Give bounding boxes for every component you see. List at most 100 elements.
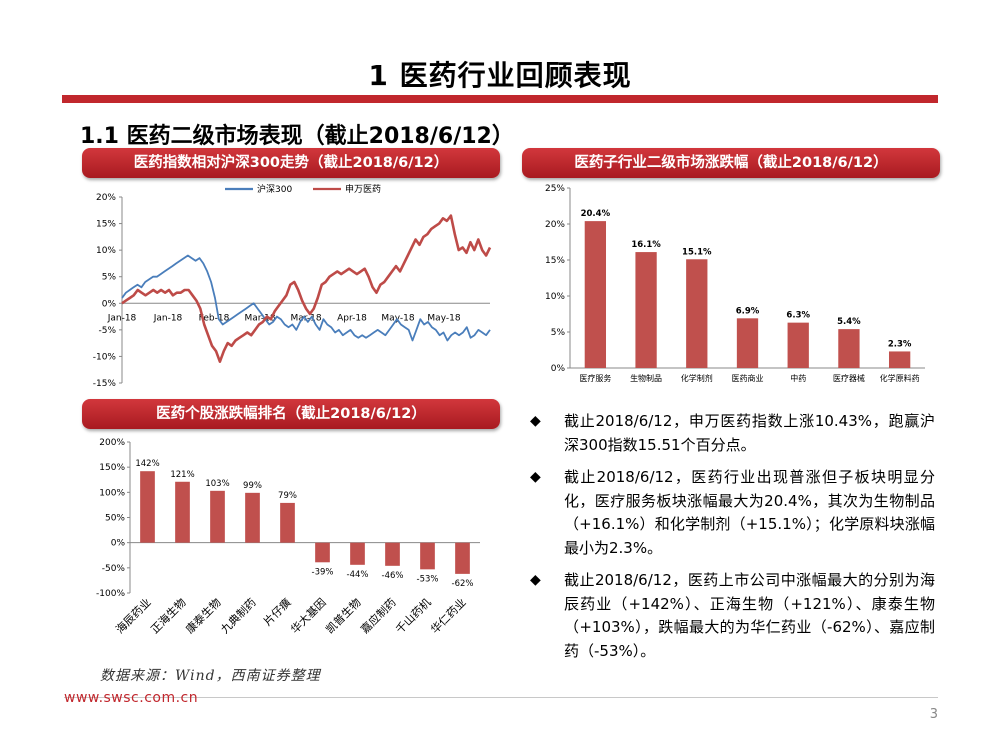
data-label: 99% <box>243 481 262 491</box>
y-tick-label: 15% <box>96 220 116 230</box>
y-tick-label: 50% <box>105 514 125 524</box>
bar <box>686 259 708 368</box>
data-label: 20.4% <box>581 209 611 219</box>
x-tick-label: 化学原料药 <box>880 373 920 383</box>
bar <box>888 351 911 368</box>
y-tick-label: 0% <box>102 299 117 309</box>
data-label: -53% <box>417 574 439 584</box>
x-tick-label: 生物制品 <box>630 373 662 383</box>
diamond-bullet-icon: ◆ <box>530 413 541 429</box>
x-tick-label: 九典制药 <box>218 595 259 636</box>
bullet-item: ◆ 截止2018/6/12，申万医药指数上涨10.43%，跑赢沪深300指数15… <box>530 410 935 457</box>
bullet-list: ◆ 截止2018/6/12，申万医药指数上涨10.43%，跑赢沪深300指数15… <box>530 410 935 672</box>
stock-bar-chart: 200% 150% 100% 50% 0% -50% -100% 142% 海辰药业 121% 正海… <box>96 438 480 636</box>
bar <box>350 542 365 565</box>
data-label: 103% <box>205 479 229 489</box>
bullet-text: 截止2018/6/12，医药行业出现普涨但子板块明显分化，医疗服务板块涨幅最大为… <box>564 468 935 557</box>
y-tick-label: -10% <box>93 352 117 362</box>
x-tick-label: 中药 <box>790 373 806 383</box>
x-tick-label: 正海生物 <box>148 595 189 636</box>
bar <box>838 329 860 368</box>
x-tick-label: Jan-18 <box>153 313 183 323</box>
diamond-bullet-icon: ◆ <box>530 572 541 588</box>
data-label: 142% <box>135 459 159 469</box>
x-tick-label: 康泰生物 <box>183 595 224 636</box>
x-tick-label: 医药商业 <box>732 373 764 383</box>
bar <box>385 542 400 566</box>
x-tick-label: 华大基因 <box>288 595 329 636</box>
y-tick-label: 10% <box>545 292 565 302</box>
x-tick-label: 片仔癀 <box>260 595 293 628</box>
bullet-item: ◆ 截止2018/6/12，医药上市公司中涨幅最大的分别为海辰药业（+142%）… <box>530 569 935 663</box>
x-tick-label: Feb-18 <box>199 313 230 323</box>
stock-chart-header: 医药个股涨跌幅排名（截止2018/6/12） <box>82 399 500 429</box>
bar <box>175 481 190 543</box>
x-tick-label: 千山药机 <box>393 595 434 636</box>
series-line-sw-pharma <box>121 214 492 363</box>
data-label: 15.1% <box>682 247 712 257</box>
y-tick-label: 25% <box>545 184 565 194</box>
y-tick-label: 20% <box>96 193 116 203</box>
bar <box>140 471 155 543</box>
y-tick-label: 5% <box>551 328 566 338</box>
y-tick-label: 0% <box>111 539 126 549</box>
x-tick-label: 凯普生物 <box>323 595 364 636</box>
series-line-hs300 <box>121 254 491 342</box>
bar <box>787 322 809 368</box>
x-tick-label: Apr-18 <box>337 313 367 323</box>
bar <box>736 318 759 368</box>
page-title: 1 医药行业回顾表现 <box>368 59 632 92</box>
y-tick-label: 100% <box>99 488 125 498</box>
x-tick-label: 化学制剂 <box>681 373 713 383</box>
sub-industry-bar-chart: 25% 20% 15% 10% 5% 0% 20.4% 医疗服务 16.1% 生物制品 15.1% 化… <box>545 184 925 383</box>
data-source: 数据来源：Wind，西南证券整理 <box>100 668 321 684</box>
legend-label: 申万医药 <box>345 183 381 195</box>
sub-industry-chart-header: 医药子行业二级市场涨跌幅（截止2018/6/12） <box>522 148 940 178</box>
data-label: -62% <box>452 579 474 589</box>
section-subtitle: 1.1 医药二级市场表现（截止2018/6/12） <box>80 124 514 149</box>
y-tick-label: -100% <box>96 589 125 599</box>
footer-divider <box>64 697 938 698</box>
bar <box>420 542 435 570</box>
bar <box>315 542 330 563</box>
x-tick-label: Jan-18 <box>107 313 137 323</box>
bullet-text: 截止2018/6/12，医药上市公司中涨幅最大的分别为海辰药业（+142%）、正… <box>564 571 935 660</box>
y-tick-label: -15% <box>93 379 117 389</box>
data-label: 121% <box>170 470 194 480</box>
x-tick-label: 华仁药业 <box>428 595 469 636</box>
y-tick-label: 20% <box>545 220 565 230</box>
data-label: -46% <box>382 571 404 581</box>
diamond-bullet-icon: ◆ <box>530 469 541 485</box>
line-chart: 20% 15% 10% 5% 0% -5% -10% -15% Jan-18 Jan-18 Feb-… <box>93 183 492 389</box>
bar <box>210 490 225 543</box>
data-label: -39% <box>312 567 334 577</box>
x-tick-label: May-18 <box>427 313 460 323</box>
data-label: 6.9% <box>736 306 760 316</box>
bullet-text: 截止2018/6/12，申万医药指数上涨10.43%，跑赢沪深300指数15.5… <box>564 412 935 454</box>
x-tick-label: 海辰药业 <box>113 595 154 636</box>
bar <box>635 252 657 368</box>
website-link[interactable]: www.swsc.com.cn <box>64 690 199 706</box>
data-label: 6.3% <box>786 311 810 321</box>
y-tick-label: 200% <box>99 438 125 448</box>
line-chart-header: 医药指数相对沪深300走势（截止2018/6/12） <box>82 148 500 178</box>
title-divider <box>62 95 938 103</box>
data-label: 2.3% <box>888 339 912 349</box>
x-tick-label: May-18 <box>381 313 414 323</box>
bullet-item: ◆ 截止2018/6/12，医药行业出现普涨但子板块明显分化，医疗服务板块涨幅最… <box>530 466 935 560</box>
x-tick-label: 医疗服务 <box>579 373 611 383</box>
y-tick-label: 10% <box>96 246 116 256</box>
data-label: 5.4% <box>837 317 861 327</box>
data-label: 79% <box>278 491 297 501</box>
page-number: 3 <box>929 707 938 722</box>
bar <box>245 492 260 543</box>
y-tick-label: 150% <box>99 463 125 473</box>
y-tick-label: -5% <box>98 326 116 336</box>
y-tick-label: 5% <box>102 273 117 283</box>
y-tick-label: 0% <box>551 364 566 374</box>
x-tick-label: 嘉应制药 <box>358 595 399 636</box>
bar <box>455 542 470 574</box>
bar <box>280 502 295 543</box>
data-label: -44% <box>347 570 369 580</box>
y-tick-label: 15% <box>545 256 565 266</box>
